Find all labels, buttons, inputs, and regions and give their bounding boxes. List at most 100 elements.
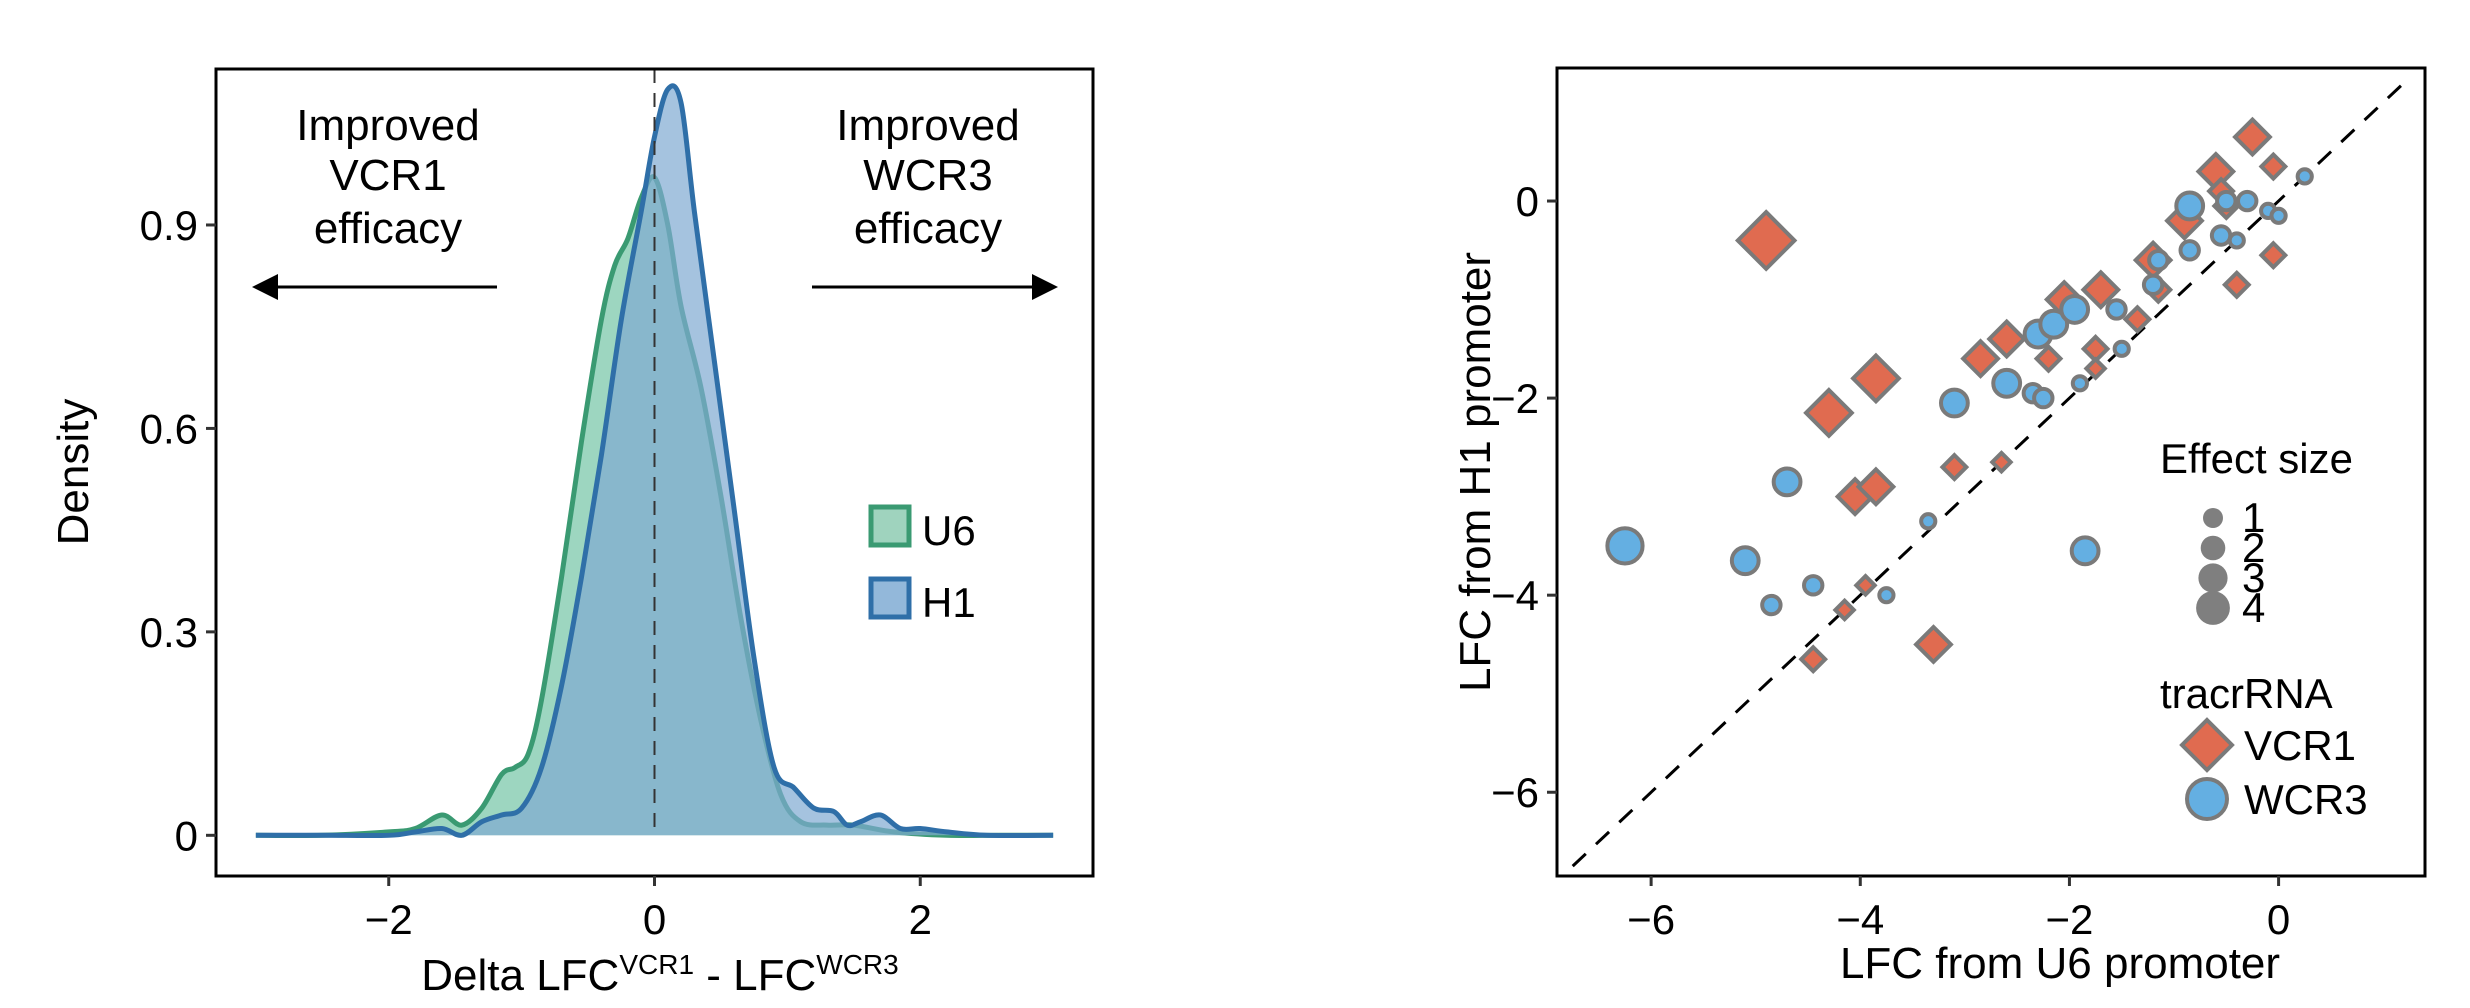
density-y-axis-title: Density <box>49 399 98 546</box>
data-point-wcr3 <box>1771 466 1803 498</box>
data-point-vcr1 <box>1855 466 1897 508</box>
legend-item-h1: H1 <box>868 576 976 626</box>
y-tick-label: −2 <box>1491 375 1539 422</box>
density-x-axis-title: Delta LFCVCR1 - LFCWCR3 <box>421 949 898 1000</box>
data-point-vcr1 <box>1986 318 2027 360</box>
data-point-vcr1 <box>1803 387 1855 439</box>
annotation-line: Improved <box>296 101 479 150</box>
data-point-wcr3 <box>2147 248 2170 272</box>
data-point-wcr3 <box>2070 374 2089 393</box>
annotation-improved-vcr1: Improved VCR1 efficacy <box>252 101 497 300</box>
data-point-wcr3 <box>2032 386 2055 410</box>
data-point-vcr1 <box>1832 597 1857 623</box>
scatter-plot: −6 −4 −2 0 0 −2 −4 −6 LFC from U6 promoter LFC… <box>1451 66 2427 988</box>
data-point-vcr1 <box>1989 450 2014 475</box>
data-point-wcr3 <box>2174 190 2206 222</box>
data-point-vcr1 <box>1850 352 1902 405</box>
legend-swatch-u6 <box>868 504 912 548</box>
y-tick-label: 0.9 <box>140 202 198 249</box>
data-point-wcr3 <box>1760 593 1783 617</box>
data-point-wcr3 <box>2112 339 2131 358</box>
data-point-wcr3 <box>1938 387 1970 419</box>
data-point-wcr3 <box>2227 231 2246 250</box>
annotation-line: efficacy <box>854 204 1002 253</box>
data-point-vcr1 <box>2258 240 2289 271</box>
data-point-wcr3 <box>2209 224 2233 247</box>
data-point-wcr3 <box>2105 298 2128 321</box>
data-point-wcr3 <box>2269 206 2288 225</box>
size-legend-circle-icon <box>2203 508 2223 528</box>
data-point-wcr3 <box>2215 189 2238 213</box>
data-point-vcr1 <box>1853 573 1878 598</box>
x-tick-label: −2 <box>365 896 413 943</box>
scatter-x-axis-title: LFC from U6 promoter <box>1840 939 2280 988</box>
legend-title-effect-size: Effect size <box>2160 435 2353 482</box>
x-title-part-2: - LFC <box>694 951 816 1000</box>
y-tick-label: 0 <box>1516 178 1539 225</box>
density-x-axis: −2 0 2 <box>365 876 932 943</box>
y-tick-label: 0.6 <box>140 405 198 452</box>
data-point-vcr1 <box>1734 209 1798 272</box>
data-point-vcr1 <box>2221 269 2252 300</box>
diamond-icon <box>2179 717 2235 773</box>
scatter-x-axis: −6 −4 −2 0 <box>1627 876 2290 943</box>
legend-item-u6: U6 <box>868 504 976 554</box>
data-point-vcr1 <box>1960 338 2001 379</box>
legend-label-wcr3: WCR3 <box>2244 776 2368 823</box>
x-tick-label: −2 <box>2045 896 2093 943</box>
right-arrow-head-icon <box>1032 274 1058 300</box>
legend-item-wcr3: WCR3 <box>2185 776 2368 823</box>
data-point-wcr3 <box>2295 167 2314 186</box>
data-point-vcr1 <box>2083 356 2108 381</box>
scatter-y-axis-title: LFC from H1 promoter <box>1451 252 1500 692</box>
size-legend-label: 3 <box>2242 554 2265 601</box>
legend-label-u6: U6 <box>922 507 976 554</box>
legend-swatch-h1 <box>868 576 912 620</box>
size-legend-circle-icon <box>2198 563 2228 593</box>
annotation-line: efficacy <box>314 204 462 253</box>
x-tick-label: 0 <box>643 896 666 943</box>
data-point-wcr3 <box>2236 189 2259 213</box>
data-point-wcr3 <box>1802 574 1825 597</box>
circle-icon <box>2185 777 2229 821</box>
data-point-wcr3 <box>2141 273 2165 296</box>
size-legend-label: 1 <box>2242 494 2265 541</box>
size-legend-label: 4 <box>2242 584 2265 631</box>
data-point-vcr1 <box>2232 116 2273 158</box>
legend-label-h1: H1 <box>922 579 976 626</box>
scatter-plot-frame <box>1555 66 2427 878</box>
data-point-wcr3 <box>1919 512 1938 531</box>
x-tick-label: −4 <box>1836 896 1884 943</box>
x-tick-label: 2 <box>909 896 932 943</box>
scatter-y-axis: 0 −2 −4 −6 <box>1491 178 1557 816</box>
data-point-wcr3 <box>1605 526 1645 566</box>
x-tick-label: 0 <box>2267 896 2290 943</box>
density-line-h1 <box>255 83 1054 839</box>
data-point-wcr3 <box>1729 545 1761 577</box>
data-point-vcr1 <box>1939 452 1970 482</box>
size-legend-label: 2 <box>2242 524 2265 571</box>
data-point-wcr3 <box>2038 308 2070 340</box>
left-arrow-head-icon <box>252 274 278 300</box>
annotation-line: WCR3 <box>863 151 993 200</box>
data-point-vcr1 <box>1798 644 1829 675</box>
density-legend: U6 H1 <box>868 504 976 626</box>
legend-title-tracrrna: tracrRNA <box>2160 670 2333 717</box>
data-point-vcr1 <box>1913 624 1954 665</box>
annotation-line: VCR1 <box>329 151 446 200</box>
legend-item-vcr1: VCR1 <box>2179 717 2356 773</box>
y-tick-label: −6 <box>1491 769 1539 816</box>
data-point-vcr1 <box>2033 343 2064 374</box>
annotation-improved-wcr3: Improved WCR3 efficacy <box>812 101 1058 300</box>
y-tick-label: −4 <box>1491 572 1539 619</box>
data-point-wcr3 <box>1877 586 1896 605</box>
density-plot: −2 0 2 00.30.60.9 Density Delta LFCVCR1 - … <box>49 67 1095 1000</box>
x-title-part-1: Delta LFC <box>421 951 619 1000</box>
data-point-wcr3 <box>2069 535 2101 567</box>
data-point-vcr1 <box>2080 269 2122 310</box>
y-tick-label: 0.3 <box>140 609 198 656</box>
data-point-wcr3 <box>2059 294 2091 325</box>
annotation-line: Improved <box>836 101 1019 150</box>
